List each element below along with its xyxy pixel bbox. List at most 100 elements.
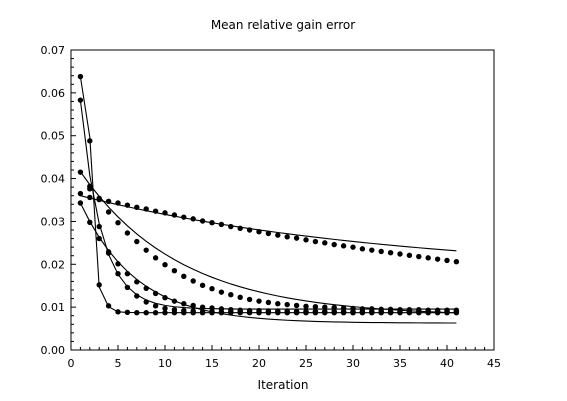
- series-1-point: [228, 223, 234, 230]
- series-5-point: [284, 310, 290, 316]
- series-1-point: [312, 238, 319, 245]
- x-tick-label: 40: [440, 357, 454, 370]
- series-2-point: [331, 304, 337, 311]
- series-5-point: [397, 310, 403, 316]
- series-1-point: [162, 210, 168, 216]
- series-2-line: [79, 171, 457, 314]
- series-5-point: [256, 310, 262, 316]
- series-3-point: [115, 261, 121, 267]
- series-5-point: [96, 282, 102, 288]
- series-2-point: [77, 169, 84, 175]
- series-2-point: [181, 273, 187, 279]
- series-3-point: [181, 301, 187, 307]
- series-5-point: [322, 310, 328, 316]
- series-2-point: [284, 301, 290, 308]
- series-4-point: [105, 250, 112, 256]
- series-1-point: [115, 200, 121, 206]
- series-5-point: [293, 310, 300, 316]
- series-2-point: [228, 292, 234, 298]
- series-1-point: [190, 216, 196, 222]
- y-tick-label: 0.01: [41, 301, 66, 314]
- series-2-point: [303, 303, 309, 309]
- series-5-point: [162, 310, 168, 316]
- series-5-point: [199, 310, 206, 316]
- series-3-point: [190, 302, 196, 309]
- x-tick-label: 20: [252, 357, 266, 370]
- series-4-point: [87, 186, 93, 192]
- series-1-point: [105, 198, 112, 204]
- series-2-point: [199, 282, 206, 288]
- series-2-point: [96, 195, 102, 201]
- series-1-point: [444, 257, 450, 264]
- series-5-point: [303, 310, 309, 316]
- series-5-point: [124, 309, 131, 315]
- series-3-point: [171, 298, 178, 304]
- series-5-point: [265, 310, 272, 316]
- series-2-point: [246, 296, 253, 303]
- series-5-point: [331, 310, 337, 316]
- x-tick-label: 30: [346, 357, 360, 370]
- y-tick-label: 0.06: [41, 87, 66, 100]
- series-2-point: [115, 220, 121, 226]
- series-2-point: [265, 299, 272, 306]
- series-2-point: [152, 255, 159, 261]
- series-1-point: [124, 202, 131, 208]
- series-2-point: [171, 268, 178, 274]
- series-5-point: [77, 73, 84, 80]
- series-3-point: [143, 285, 149, 291]
- series-2-point: [143, 247, 149, 253]
- series-1-point: [425, 255, 431, 261]
- series-2-point: [312, 304, 319, 310]
- plot-frame: [70, 49, 495, 351]
- series-3-point: [199, 304, 206, 310]
- series-2-point: [256, 298, 262, 304]
- series-2-point: [218, 289, 225, 295]
- series-1-point: [453, 259, 460, 265]
- series-2-point: [237, 294, 243, 300]
- series-5-point: [246, 310, 253, 316]
- x-tick-label: 25: [299, 357, 313, 370]
- series-3-point: [124, 271, 131, 277]
- series-1-point: [350, 244, 356, 250]
- y-tick-label: 0.04: [41, 173, 66, 186]
- series-5-point: [312, 310, 319, 316]
- series-5-point: [387, 310, 394, 316]
- series-1-point: [359, 246, 366, 252]
- series-1-point: [209, 220, 215, 226]
- series-5-point: [181, 310, 187, 316]
- x-tick-label: 45: [487, 357, 501, 370]
- series-2-point: [134, 238, 140, 245]
- series-5-point: [453, 310, 460, 316]
- y-tick-label: 0.02: [41, 258, 66, 271]
- series-1-point: [275, 232, 281, 238]
- series-5-point: [209, 310, 215, 316]
- series-1-point: [246, 227, 253, 233]
- series-1-point: [134, 204, 140, 210]
- series-5-point: [237, 310, 243, 316]
- series-4-point: [134, 293, 140, 299]
- y-tick-label: 0.05: [41, 130, 66, 143]
- series-1-point: [199, 218, 206, 224]
- series-1-point: [369, 247, 375, 253]
- y-tick-label: 0.00: [41, 344, 66, 357]
- series-2-point: [124, 230, 131, 236]
- series-5-point: [350, 310, 356, 316]
- series-5-point: [340, 310, 347, 316]
- series-1-point: [378, 248, 384, 255]
- y-tick-label: 0.07: [41, 44, 66, 57]
- chart-title: Mean relative gain error: [211, 18, 355, 32]
- series-5-point: [152, 310, 159, 316]
- series-3-point: [77, 200, 84, 206]
- series-5-point: [406, 310, 413, 316]
- x-axis-label: Iteration: [258, 378, 309, 392]
- x-tick-label: 15: [205, 357, 219, 370]
- series-1-point: [284, 234, 290, 240]
- series-5-point: [369, 310, 375, 316]
- series-4-point: [124, 284, 131, 291]
- series-2-point: [209, 286, 215, 292]
- series-4-point: [143, 299, 149, 305]
- x-tick-label: 10: [158, 357, 172, 370]
- series-1-point: [434, 256, 441, 262]
- series-5-point: [359, 310, 366, 316]
- series-5-point: [134, 310, 140, 316]
